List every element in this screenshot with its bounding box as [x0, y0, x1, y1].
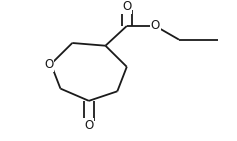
Text: O: O [84, 119, 94, 132]
Text: O: O [122, 0, 132, 13]
Text: O: O [44, 58, 53, 71]
Text: O: O [150, 19, 160, 32]
